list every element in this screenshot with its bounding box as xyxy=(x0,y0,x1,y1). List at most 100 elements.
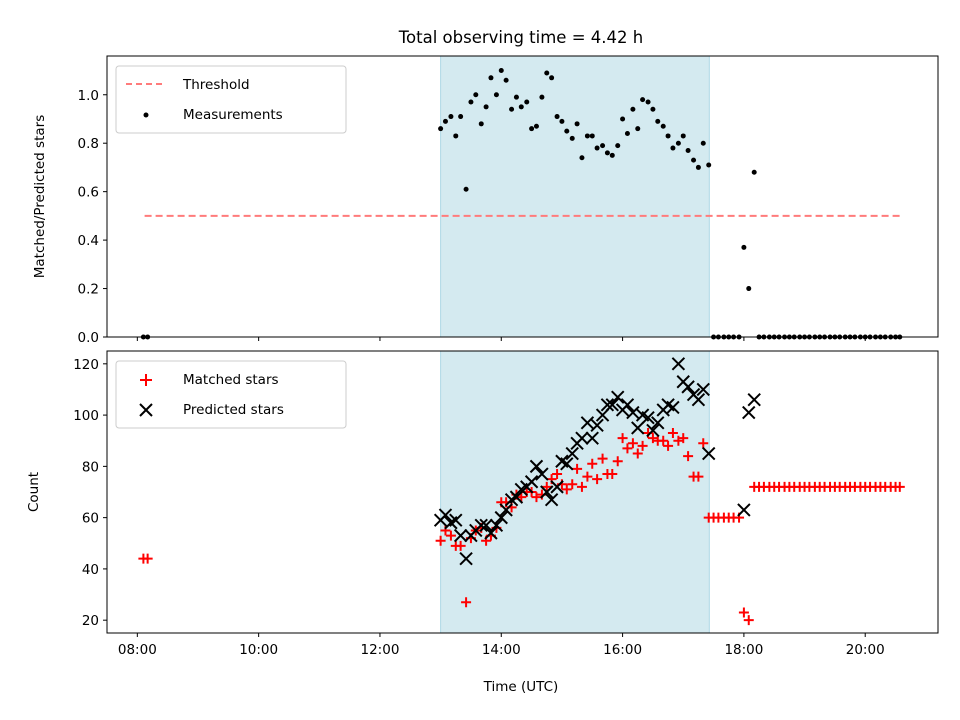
count-x-axis: 08:00 10:00 12:00 14:00 16:00 18:00 20:00 xyxy=(118,633,885,658)
predicted-point xyxy=(489,518,504,533)
predicted-point xyxy=(626,405,640,420)
predicted-point xyxy=(438,508,453,522)
measurement-point xyxy=(615,143,621,149)
predicted-point xyxy=(600,398,615,412)
x-tick-label: 14:00 xyxy=(482,642,521,658)
measurement-point xyxy=(503,77,509,83)
count-legend: Matched stars Predicted stars xyxy=(115,360,347,429)
predicted-point xyxy=(631,421,645,435)
measurement-point xyxy=(589,133,595,139)
measurement-point xyxy=(513,94,519,100)
predicted-point xyxy=(702,446,716,461)
measurement-point xyxy=(624,131,630,137)
measurement-point xyxy=(665,133,671,139)
measurement-point xyxy=(680,133,686,139)
measurement-point xyxy=(746,286,752,292)
predicted-point xyxy=(484,526,498,540)
measurement-point xyxy=(584,133,590,139)
y-tick-label: 100 xyxy=(73,408,99,424)
predicted-point xyxy=(646,423,660,438)
ratio-y-axis: 0.0 0.2 0.4 0.6 0.8 1.0 xyxy=(78,88,107,346)
ratio-legend-box xyxy=(115,65,347,134)
predicted-point xyxy=(580,416,595,430)
matched-point xyxy=(658,435,669,446)
measurement-point xyxy=(609,152,615,158)
count-y-axis-label: Count xyxy=(26,472,42,512)
count-marks xyxy=(138,357,905,626)
y-tick-label: 0.4 xyxy=(78,233,99,249)
measurement-point xyxy=(448,114,454,120)
predicted-point xyxy=(575,431,589,445)
measurement-point xyxy=(498,68,504,74)
measurement-point xyxy=(600,143,606,149)
measurement-point xyxy=(655,118,661,124)
matched-point xyxy=(567,479,578,490)
y-tick-label: 120 xyxy=(73,357,99,373)
ratio-x-ticks xyxy=(136,337,866,341)
predicted-point xyxy=(696,382,710,397)
count-panel-frame xyxy=(106,350,939,634)
measurement-point xyxy=(524,99,530,105)
y-tick-label: 0.2 xyxy=(78,282,99,298)
matched-point xyxy=(693,471,704,482)
ratio-panel-frame xyxy=(106,55,939,338)
predicted-point xyxy=(742,405,756,420)
predicted-point xyxy=(565,446,579,461)
matched-point xyxy=(541,481,552,492)
predicted-point xyxy=(671,357,686,371)
legend-measurements-swatch xyxy=(143,112,149,118)
matched-point xyxy=(455,540,466,551)
measurement-point xyxy=(529,126,535,132)
y-tick-label: 60 xyxy=(82,511,99,527)
measurement-point xyxy=(533,123,539,129)
measurement-point xyxy=(539,94,545,100)
measurement-point xyxy=(660,123,666,129)
measurement-point xyxy=(488,75,494,81)
measurement-point xyxy=(453,133,459,139)
ratio-panel: 0.0 0.2 0.4 0.6 0.8 1.0 Matched/Predicted sta… xyxy=(32,55,939,346)
y-tick-label: 1.0 xyxy=(78,88,99,104)
predicted-point xyxy=(605,398,619,412)
x-axis-label: Time (UTC) xyxy=(483,679,559,695)
predicted-point xyxy=(494,510,508,525)
predicted-point xyxy=(737,503,751,517)
measurement-point xyxy=(635,126,641,132)
y-tick-label: 20 xyxy=(82,613,99,629)
matched-point xyxy=(667,428,678,439)
measurement-point xyxy=(478,121,484,127)
matched-point xyxy=(592,474,603,485)
legend-matched-swatch xyxy=(140,374,152,386)
measurement-point xyxy=(675,140,681,146)
measurement-point xyxy=(569,135,575,141)
measurement-point xyxy=(695,164,701,170)
matched-point xyxy=(435,535,446,546)
y-tick-label: 0.8 xyxy=(78,136,99,152)
predicted-point xyxy=(590,418,604,433)
measurement-point xyxy=(549,75,555,81)
measurement-point xyxy=(645,99,651,105)
predicted-point xyxy=(691,393,706,407)
measurement-point xyxy=(706,162,712,168)
x-tick-label: 20:00 xyxy=(846,642,885,658)
matched-point xyxy=(142,553,153,564)
y-tick-label: 40 xyxy=(82,562,99,578)
y-tick-label: 80 xyxy=(82,459,99,475)
matched-point xyxy=(743,615,754,626)
matched-point xyxy=(622,443,633,454)
matched-point xyxy=(663,440,674,451)
measurement-point xyxy=(518,104,524,110)
measurement-point xyxy=(483,104,489,110)
predicted-point xyxy=(747,393,761,407)
count-panel: 20 40 60 80 100 120 08:00 10:00 12:00 14:00 16:00… xyxy=(26,350,939,695)
x-tick-label: 12:00 xyxy=(361,642,400,658)
matched-point xyxy=(683,451,694,462)
predicted-point xyxy=(499,503,513,517)
predicted-point xyxy=(459,551,473,566)
matched-point xyxy=(698,438,709,449)
predicted-point xyxy=(535,467,549,481)
predicted-point xyxy=(529,459,544,474)
measurement-point xyxy=(685,147,691,153)
matched-point xyxy=(617,433,628,444)
matched-point xyxy=(552,469,563,480)
